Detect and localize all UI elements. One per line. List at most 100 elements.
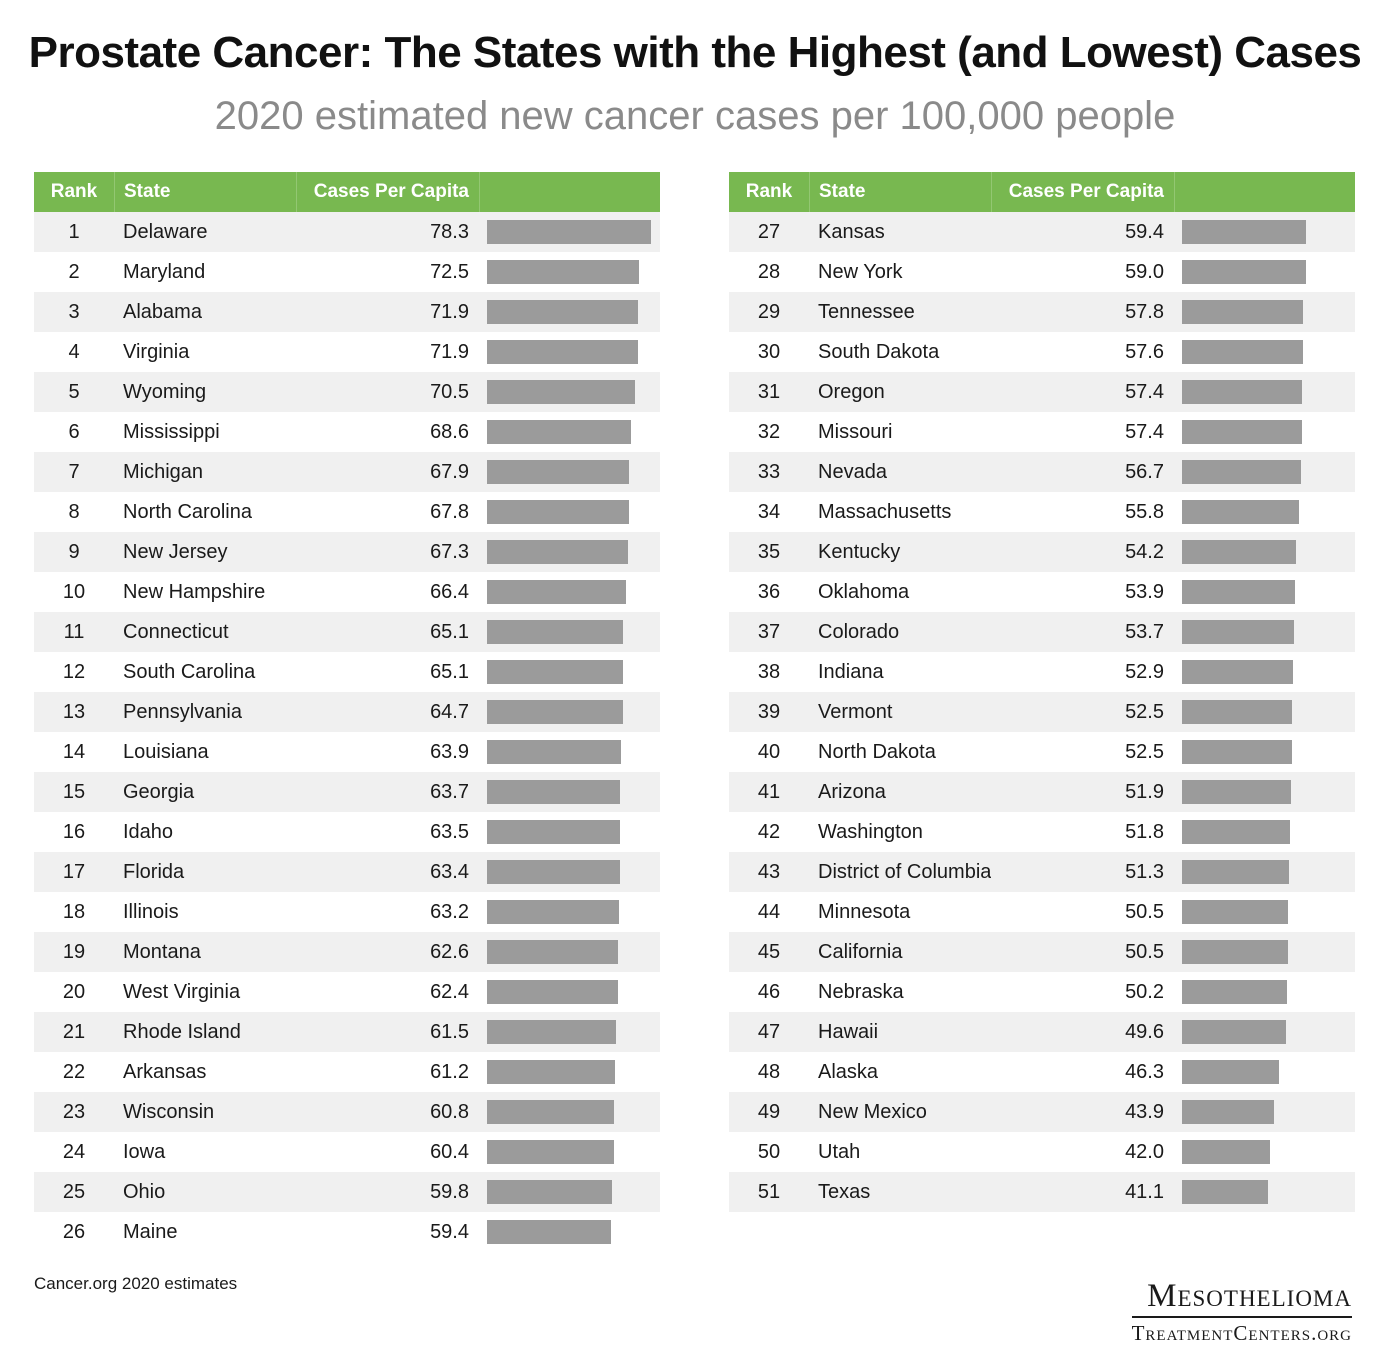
value-bar (1182, 540, 1296, 564)
table-header: Rank State Cases Per Capita (729, 172, 1355, 212)
cell-state: Colorado (818, 620, 900, 643)
table-row: 10 New Hampshire 66.4 (34, 572, 660, 612)
cell-bar (1174, 732, 1355, 772)
cell-value: 51.8 (1125, 820, 1164, 843)
value-bar (1182, 700, 1292, 724)
cell-state: Maine (123, 1220, 178, 1243)
cell-rank: 12 (62, 660, 86, 683)
cell-rank: 3 (68, 300, 80, 323)
cell-bar (479, 732, 660, 772)
header-state: State (115, 172, 297, 212)
table-row: 27 Kansas 59.4 (729, 212, 1355, 252)
logo-rule (1131, 1316, 1352, 1318)
cell-value: 53.9 (1125, 580, 1164, 603)
cell-value: 51.3 (1125, 860, 1164, 883)
logo-line1: Mesothelioma (1147, 1278, 1352, 1314)
cell-bar (479, 1212, 660, 1252)
cell-state: Minnesota (818, 900, 911, 923)
table-row: 24 Iowa 60.4 (34, 1132, 660, 1172)
table-row: 19 Montana 62.6 (34, 932, 660, 972)
cell-rank: 34 (757, 500, 781, 523)
cell-bar (479, 692, 660, 732)
cell-rank: 24 (62, 1140, 86, 1163)
table-body: 1 Delaware 78.3 2 Maryland 72.5 3 Alabama 71.9 4 V… (34, 212, 660, 1252)
value-bar (487, 220, 651, 244)
cell-bar (479, 212, 660, 252)
cell-rank: 41 (757, 780, 781, 803)
value-bar (487, 540, 628, 564)
cell-rank: 25 (62, 1180, 86, 1203)
cell-bar (479, 452, 660, 492)
value-bar (487, 940, 619, 964)
cell-state: Connecticut (123, 620, 229, 643)
chart-title: Prostate Cancer: The States with the Hig… (28, 28, 1362, 77)
cell-bar (1174, 1132, 1355, 1172)
table-row: 4 Virginia 71.9 (34, 332, 660, 372)
value-bar (487, 1220, 612, 1244)
table-row: 15 Georgia 63.7 (34, 772, 660, 812)
cell-state: Hawaii (818, 1020, 879, 1043)
cell-bar (1174, 1052, 1355, 1092)
cell-state: Texas (818, 1180, 871, 1203)
cell-bar (479, 852, 660, 892)
cell-rank: 51 (757, 1180, 781, 1203)
cell-state: Utah (818, 1140, 861, 1163)
cell-value: 72.5 (430, 260, 469, 283)
table-row: 12 South Carolina 65.1 (34, 652, 660, 692)
cell-rank: 5 (68, 380, 80, 403)
cell-value: 51.9 (1125, 780, 1164, 803)
cell-value: 55.8 (1125, 500, 1164, 523)
table-row: 48 Alaska 46.3 (729, 1052, 1355, 1092)
cell-value: 57.8 (1125, 300, 1164, 323)
cell-value: 52.5 (1125, 740, 1164, 763)
cell-value: 61.5 (430, 1020, 469, 1043)
cell-state: Alabama (123, 300, 202, 323)
cell-value: 49.6 (1125, 1020, 1164, 1043)
table-row: 31 Oregon 57.4 (729, 372, 1355, 412)
cell-state: North Dakota (818, 740, 936, 763)
cell-value: 50.5 (1125, 900, 1164, 923)
cell-rank: 6 (68, 420, 80, 443)
table-row: 21 Rhode Island 61.5 (34, 1012, 660, 1052)
cell-rank: 28 (757, 260, 781, 283)
value-bar (487, 1060, 616, 1084)
cell-value: 62.6 (430, 940, 469, 963)
cell-rank: 26 (62, 1220, 86, 1243)
table-row: 44 Minnesota 50.5 (729, 892, 1355, 932)
value-bar (1182, 820, 1291, 844)
value-bar (1182, 340, 1303, 364)
cell-bar (479, 1052, 660, 1092)
cell-bar (479, 492, 660, 532)
table-row: 42 Washington 51.8 (729, 812, 1355, 852)
cell-state: Vermont (818, 700, 893, 723)
cell-value: 63.5 (430, 820, 469, 843)
cell-value: 68.6 (430, 420, 469, 443)
cell-rank: 33 (757, 460, 781, 483)
value-bar (487, 700, 623, 724)
table-row: 20 West Virginia 62.4 (34, 972, 660, 1012)
value-bar (487, 1180, 613, 1204)
cell-rank: 11 (63, 620, 85, 643)
cell-bar (1174, 1092, 1355, 1132)
cell-bar (1174, 292, 1355, 332)
cell-rank: 32 (757, 420, 781, 443)
table-row: 47 Hawaii 49.6 (729, 1012, 1355, 1052)
cell-value: 60.4 (430, 1140, 469, 1163)
cell-bar (479, 1132, 660, 1172)
value-bar (487, 900, 620, 924)
cell-rank: 17 (62, 860, 86, 883)
cell-value: 52.5 (1125, 700, 1164, 723)
table-row: 17 Florida 63.4 (34, 852, 660, 892)
cell-value: 64.7 (430, 700, 469, 723)
value-bar (1182, 660, 1293, 684)
table-header: Rank State Cases Per Capita (34, 172, 660, 212)
cell-state: Kentucky (818, 540, 901, 563)
cell-rank: 39 (757, 700, 781, 723)
cell-bar (1174, 692, 1355, 732)
value-bar (487, 500, 629, 524)
table-row: 11 Connecticut 65.1 (34, 612, 660, 652)
value-bar (487, 980, 618, 1004)
cell-rank: 22 (62, 1060, 86, 1083)
value-bar (1182, 580, 1295, 604)
table-body: 27 Kansas 59.4 28 New York 59.0 29 Tennessee 57.… (729, 212, 1355, 1212)
